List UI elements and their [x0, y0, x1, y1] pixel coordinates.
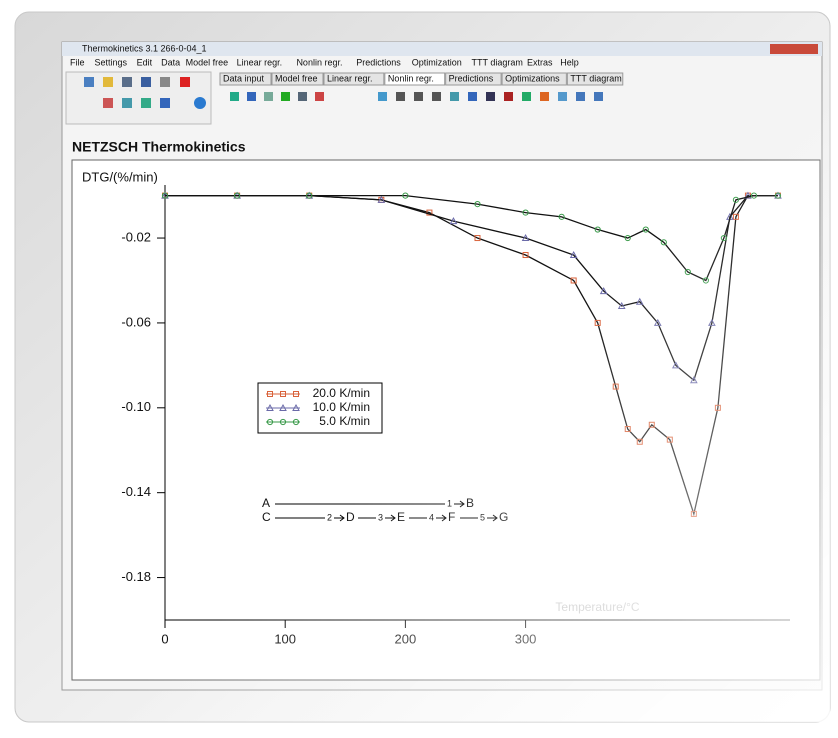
- menu-item[interactable]: Help: [560, 57, 579, 67]
- menu-bar: File Settings Edit Data Model free Linear reg…: [70, 57, 579, 67]
- menu-item[interactable]: Model free: [186, 57, 229, 67]
- tool-button[interactable]: [378, 92, 387, 101]
- species: A: [262, 496, 270, 510]
- tab-label[interactable]: Data input: [223, 73, 265, 83]
- y-axis-label: DTG/(%/min): [82, 169, 158, 184]
- legend-label: 10.0 K/min: [313, 400, 370, 414]
- tab-label[interactable]: TTT diagram: [570, 73, 621, 83]
- x-tick-label: 100: [274, 631, 296, 646]
- species: F: [448, 510, 455, 524]
- tab-label[interactable]: Linear regr.: [327, 73, 373, 83]
- x-tick-label: 0: [161, 631, 168, 646]
- menu-item[interactable]: Nonlin regr.: [296, 57, 342, 67]
- tool-button[interactable]: [230, 92, 239, 101]
- species: G: [499, 510, 508, 524]
- species: D: [346, 510, 355, 524]
- y-tick-label: -0.18: [121, 569, 151, 584]
- step-number: 4: [429, 512, 434, 522]
- menu-item[interactable]: Settings: [94, 57, 127, 67]
- menu-item[interactable]: File: [70, 57, 85, 67]
- window-title: Thermokinetics 3.1 266-0-04_1: [82, 43, 207, 53]
- tool-button[interactable]: [486, 92, 495, 101]
- menu-item[interactable]: Linear regr.: [237, 57, 283, 67]
- y-tick-label: -0.02: [121, 229, 151, 244]
- tool-button[interactable]: [396, 92, 405, 101]
- species: B: [466, 496, 474, 510]
- menu-item[interactable]: Data: [161, 57, 180, 67]
- tool-button[interactable]: [432, 92, 441, 101]
- tool-button[interactable]: [468, 92, 477, 101]
- tool-button[interactable]: [594, 92, 603, 101]
- tool-button[interactable]: [450, 92, 459, 101]
- tool-button[interactable]: [558, 92, 567, 101]
- window-controls[interactable]: [770, 44, 818, 54]
- tool-button[interactable]: [414, 92, 423, 101]
- x-tick-label: 200: [395, 631, 417, 646]
- menu-item[interactable]: Optimization: [412, 57, 462, 67]
- step-number: 2: [327, 512, 332, 522]
- tool-button[interactable]: [298, 92, 307, 101]
- step-number: 3: [378, 512, 383, 522]
- menu-item[interactable]: Predictions: [356, 57, 401, 67]
- tool-button[interactable]: [315, 92, 324, 101]
- species: C: [262, 510, 271, 524]
- step-number: 1: [447, 498, 452, 508]
- step-number: 5: [480, 512, 485, 522]
- tab-strip: Data input Model free Linear regr. Nonlin r…: [219, 72, 624, 86]
- tool-button[interactable]: [576, 92, 585, 101]
- menu-item[interactable]: Edit: [137, 57, 153, 67]
- menu-item[interactable]: TTT diagram: [472, 57, 523, 67]
- x-tick-label: 300: [515, 631, 537, 646]
- tool-button[interactable]: [247, 92, 256, 101]
- tool-button[interactable]: [264, 92, 273, 101]
- y-tick-label: -0.06: [121, 314, 151, 329]
- tab-label[interactable]: Nonlin regr.: [388, 73, 434, 83]
- tool-button[interactable]: [504, 92, 513, 101]
- panel-title: NETZSCH Thermokinetics: [72, 139, 246, 155]
- tool-button[interactable]: [522, 92, 531, 101]
- tool-button[interactable]: [540, 92, 549, 101]
- menu-item[interactable]: Extras: [527, 57, 553, 67]
- x-axis-label: Temperature/°C: [555, 600, 639, 614]
- tab-label[interactable]: Predictions: [449, 73, 494, 83]
- tab-label[interactable]: Optimizations: [505, 73, 560, 83]
- species: E: [397, 510, 405, 524]
- y-tick-label: -0.10: [121, 399, 151, 414]
- legend-label: 5.0 K/min: [319, 414, 370, 428]
- tool-button[interactable]: [281, 92, 290, 101]
- y-tick-label: -0.14: [121, 484, 151, 499]
- plot-panel: [71, 159, 821, 681]
- legend-label: 20.0 K/min: [313, 386, 370, 400]
- tab-label[interactable]: Model free: [275, 73, 318, 83]
